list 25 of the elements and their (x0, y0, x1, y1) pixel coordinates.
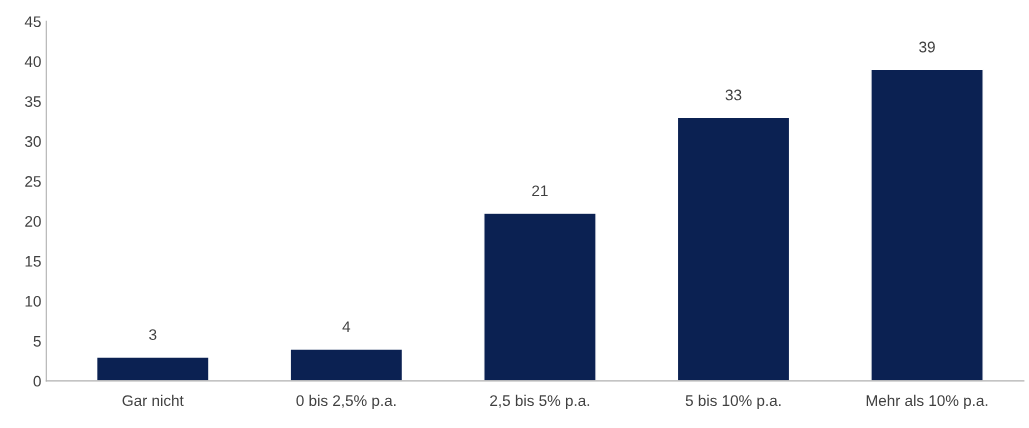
y-tick-label: 40 (24, 56, 41, 68)
data-label: 39 (919, 41, 935, 53)
x-tick-label: 2,5 bis 5% p.a. (490, 394, 590, 410)
data-label: 3 (149, 329, 157, 341)
y-tick-label: 0 (33, 375, 41, 387)
data-label: 33 (725, 89, 742, 101)
y-tick-label: 30 (25, 136, 41, 147)
y-tick-label: 25 (25, 176, 41, 187)
y-tick-label: 5 (33, 336, 41, 347)
y-tick-label: 45 (24, 16, 41, 28)
data-label: 4 (342, 321, 351, 332)
x-tick-label: 5 bis 10% p.a. (685, 394, 781, 410)
bar (870, 68, 984, 381)
x-tick-label: Mehr als 10% p.a. (866, 394, 988, 410)
y-tick-label: 10 (25, 295, 41, 307)
bar (483, 212, 597, 381)
y-tick-label: 15 (25, 256, 41, 267)
bar (289, 348, 404, 381)
x-tick-label: Gar nicht (122, 394, 184, 407)
bar (676, 116, 791, 381)
bar (95, 356, 210, 381)
x-tick-label: 0 bis 2,5% p.a. (296, 394, 396, 410)
y-tick-label: 35 (25, 96, 41, 107)
data-label: 21 (532, 185, 548, 197)
y-tick-label: 20 (25, 216, 41, 227)
